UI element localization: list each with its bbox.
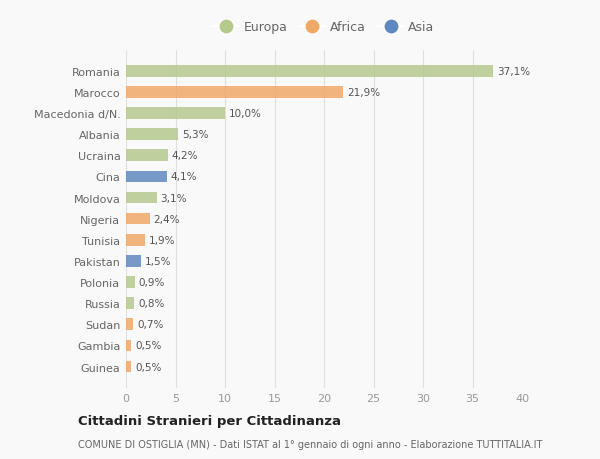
Text: COMUNE DI OSTIGLIA (MN) - Dati ISTAT al 1° gennaio di ogni anno - Elaborazione T: COMUNE DI OSTIGLIA (MN) - Dati ISTAT al …: [78, 440, 542, 449]
Bar: [126, 340, 131, 352]
Bar: [126, 361, 131, 373]
Text: 4,1%: 4,1%: [170, 172, 197, 182]
Text: 37,1%: 37,1%: [497, 67, 530, 77]
Text: 0,9%: 0,9%: [139, 277, 165, 287]
Text: 5,3%: 5,3%: [182, 130, 209, 140]
Bar: [126, 256, 141, 267]
Text: 0,5%: 0,5%: [135, 362, 161, 372]
Text: 0,5%: 0,5%: [135, 341, 161, 351]
Bar: [126, 66, 493, 78]
Bar: [126, 150, 167, 162]
Bar: [126, 319, 133, 330]
Text: 0,7%: 0,7%: [137, 319, 163, 330]
Bar: [126, 171, 167, 183]
Text: 3,1%: 3,1%: [161, 193, 187, 203]
Text: 0,8%: 0,8%: [138, 298, 164, 308]
Text: 1,5%: 1,5%: [145, 256, 172, 266]
Bar: [126, 87, 343, 99]
Bar: [126, 192, 157, 204]
Bar: [126, 213, 150, 225]
Bar: [126, 108, 225, 120]
Text: 4,2%: 4,2%: [172, 151, 198, 161]
Bar: [126, 298, 134, 309]
Bar: [126, 277, 135, 288]
Text: 21,9%: 21,9%: [347, 88, 380, 98]
Bar: [126, 235, 145, 246]
Text: 1,9%: 1,9%: [149, 235, 175, 245]
Bar: [126, 129, 178, 140]
Legend: Europa, Africa, Asia: Europa, Africa, Asia: [209, 16, 439, 39]
Text: 2,4%: 2,4%: [154, 214, 180, 224]
Text: 10,0%: 10,0%: [229, 109, 262, 119]
Text: Cittadini Stranieri per Cittadinanza: Cittadini Stranieri per Cittadinanza: [78, 414, 341, 428]
